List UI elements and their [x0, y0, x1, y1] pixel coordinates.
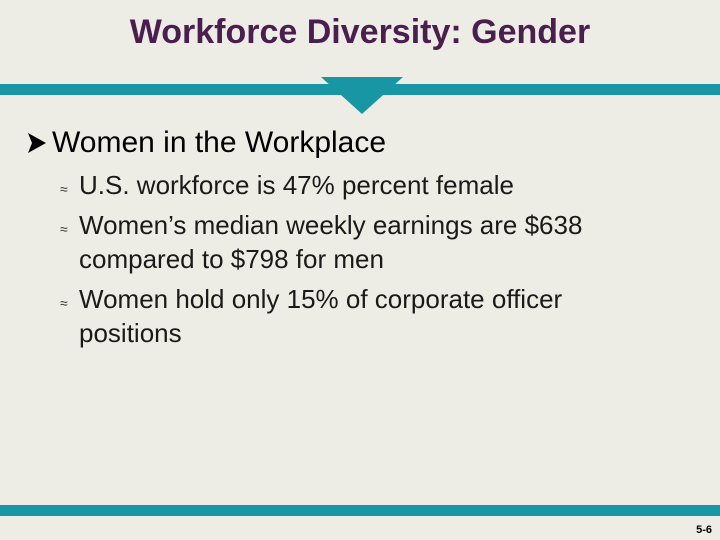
page-number: 5-6	[696, 524, 712, 536]
slide-title: Workforce Diversity: Gender	[129, 13, 591, 51]
list-item: ≈ Women’s median weekly earnings are $63…	[60, 208, 660, 276]
accent-notch	[321, 77, 403, 114]
section-heading-text: Women in the Workplace	[52, 126, 387, 159]
section-heading: Women in the Workplace	[26, 126, 386, 160]
list-item: ≈ Women hold only 15% of corporate offic…	[60, 282, 660, 350]
list-item-text: Women’s median weekly earnings are $638 …	[79, 210, 583, 274]
bottom-accent-band	[0, 505, 720, 516]
approx-bullet-icon: ≈	[60, 181, 68, 197]
list-item-text: U.S. workforce is 47% percent female	[79, 170, 514, 200]
arrow-bullet-icon	[28, 133, 46, 153]
list-item: ≈ U.S. workforce is 47% percent female	[60, 168, 660, 202]
approx-bullet-icon: ≈	[60, 221, 68, 237]
approx-bullet-icon: ≈	[60, 295, 68, 311]
list-item-text: Women hold only 15% of corporate officer…	[79, 284, 563, 348]
bullet-list: ≈ U.S. workforce is 47% percent female ≈…	[60, 168, 660, 356]
